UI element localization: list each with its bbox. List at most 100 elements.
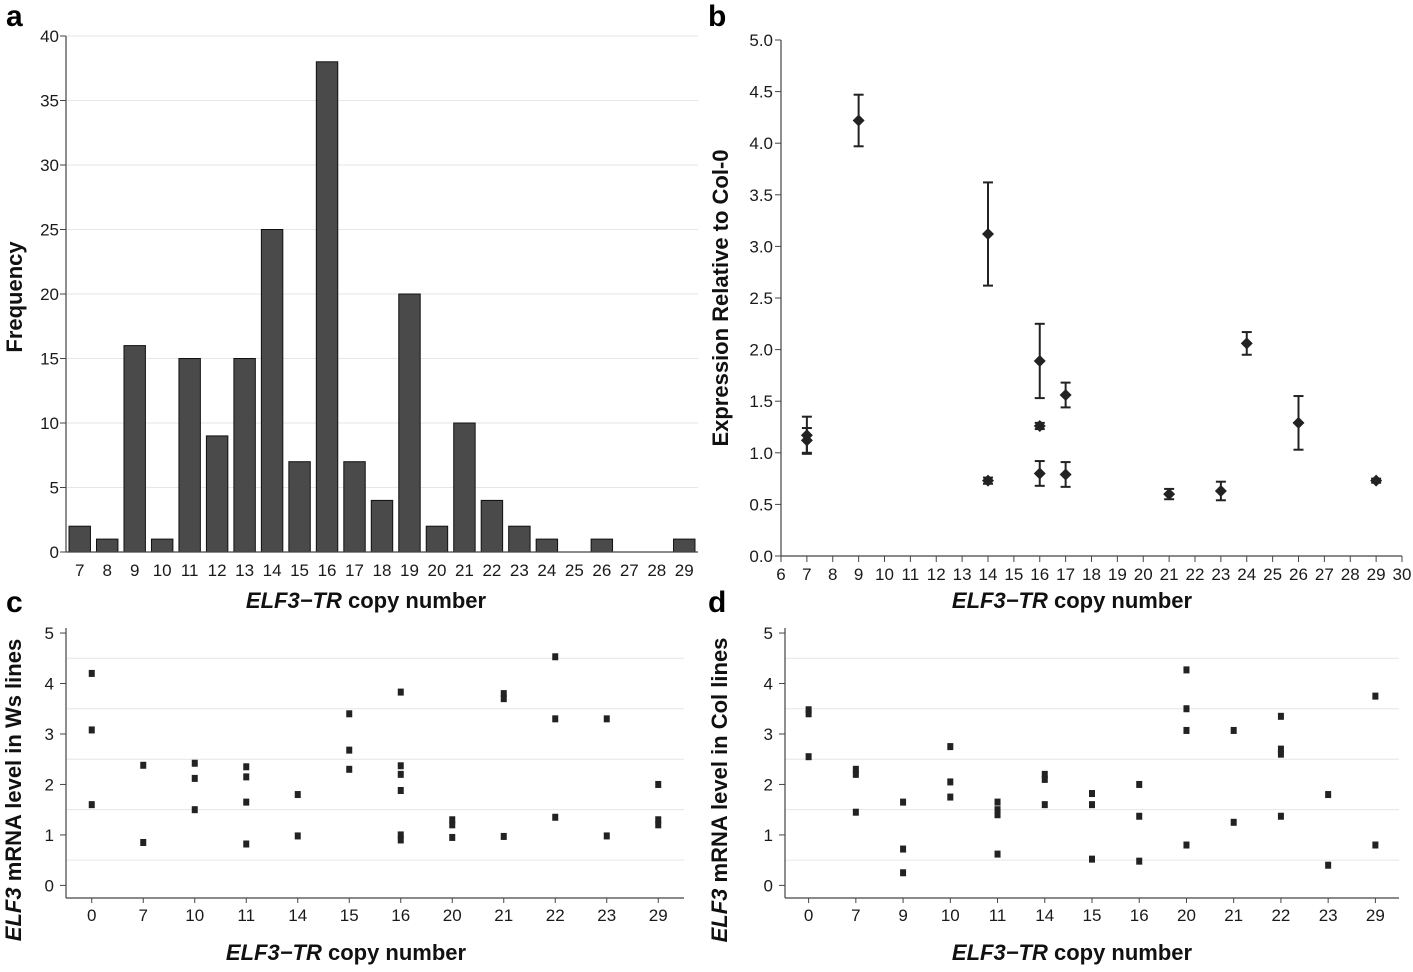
data-point	[88, 669, 95, 677]
x-tick-label: 16	[1130, 906, 1149, 925]
data-point	[900, 845, 907, 853]
panel-c-y-axis-label: ELF3 mRNA level in Ws lines	[1, 639, 26, 941]
data-point	[852, 808, 859, 816]
x-tick-label: 27	[620, 561, 639, 580]
panel-b-y-axis-label: Expression Relative to Col-0	[708, 149, 733, 446]
data-point	[191, 759, 198, 767]
panel-b-x-axis-label-italic: ELF3−TR	[952, 588, 1048, 613]
panel-a-x-axis-label: ELF3−TR copy number	[246, 588, 487, 613]
data-point	[982, 474, 994, 487]
x-tick-label: 20	[443, 906, 462, 925]
data-point	[449, 816, 456, 824]
x-tick-label: 24	[1237, 565, 1256, 584]
data-point	[140, 761, 147, 769]
x-tick-label: 28	[1341, 565, 1360, 584]
x-tick-label: 28	[647, 561, 666, 580]
panel-b-y-ticks: 0.0 0.5 1.0 1.5 2.0 2.5 3.0 3.5 4.0 4.5 5.0	[749, 31, 781, 566]
data-point	[397, 762, 404, 770]
data-point	[947, 778, 954, 786]
panel-b-x-ticks: 6 7 8 9 10 11 12 13 14 15 16 17 18 19 20 21 22 23 24 25 26 27…	[776, 556, 1411, 584]
data-point	[191, 806, 198, 814]
data-point	[243, 763, 250, 771]
data-point	[947, 743, 954, 751]
data-point	[346, 710, 353, 718]
data-point	[603, 715, 610, 723]
y-tick-label: 3	[45, 725, 54, 744]
y-tick-label: 1	[45, 826, 54, 845]
y-tick-label: 20	[40, 285, 59, 304]
x-tick-label: 10	[941, 906, 960, 925]
x-tick-label: 11	[181, 561, 199, 580]
data-point	[805, 710, 812, 718]
data-point	[500, 695, 507, 703]
data-point	[1136, 812, 1143, 820]
y-tick-label: 4	[45, 675, 54, 694]
x-tick-label: 0	[87, 906, 96, 925]
data-point	[1136, 780, 1143, 788]
panel-letter-c: c	[6, 586, 23, 619]
x-tick-label: 24	[537, 561, 556, 580]
data-point	[900, 869, 907, 877]
x-tick-label: 25	[1263, 565, 1282, 584]
bar	[288, 461, 311, 553]
y-tick-label: 2	[764, 775, 773, 794]
panel-d-x-ticks: 0 7 9 10 11 14 15 16 20 21 22 23 29	[804, 898, 1385, 925]
x-tick-label: 18	[373, 561, 392, 580]
y-tick-label: 4.5	[749, 83, 773, 102]
data-point	[500, 690, 507, 698]
bar	[480, 499, 504, 553]
x-tick-label: 13	[953, 565, 972, 584]
panel-a-y-axis-label: Frequency	[2, 241, 27, 353]
x-tick-label: 21	[1160, 565, 1179, 584]
x-tick-label: 16	[318, 561, 337, 580]
data-point	[1163, 488, 1176, 501]
x-tick-label: 30	[1393, 565, 1412, 584]
bar	[150, 538, 174, 553]
x-tick-label: 23	[597, 906, 616, 925]
data-point	[1059, 389, 1072, 402]
x-tick-label: 19	[400, 561, 419, 580]
y-tick-label: 2.0	[749, 341, 773, 360]
data-point	[994, 798, 1001, 806]
y-tick-label: 35	[40, 92, 59, 111]
bar	[398, 293, 421, 553]
y-tick-label: 0	[50, 543, 59, 562]
x-tick-label: 7	[802, 565, 811, 584]
panel-c-gridlines	[66, 657, 684, 861]
x-tick-label: 19	[1108, 565, 1127, 584]
data-point	[1033, 354, 1046, 367]
x-tick-label: 7	[75, 561, 84, 580]
data-point	[191, 774, 198, 782]
y-tick-label: 1.5	[749, 392, 773, 411]
data-point	[994, 806, 1001, 814]
x-tick-label: 10	[185, 906, 204, 925]
y-tick-label: 5.0	[749, 31, 773, 50]
panel-d-x-axis-label-rest: copy number	[1048, 940, 1193, 965]
x-tick-label: 7	[851, 906, 860, 925]
x-tick-label: 21	[494, 906, 513, 925]
x-tick-label: 22	[546, 906, 565, 925]
y-tick-label: 1	[764, 826, 773, 845]
data-point	[294, 832, 301, 840]
data-point	[994, 850, 1001, 858]
y-tick-label: 10	[40, 414, 59, 433]
panel-b-x-axis-label: ELF3−TR copy number	[952, 588, 1193, 613]
bar	[123, 345, 146, 553]
bar	[178, 358, 201, 553]
panel-c-axes	[65, 628, 684, 899]
x-tick-label: 15	[340, 906, 359, 925]
y-tick-label: 5	[45, 624, 54, 643]
panel-c-y-axis-label-rest: mRNA level in Ws lines	[1, 639, 26, 888]
data-point	[88, 801, 95, 809]
data-point	[1089, 790, 1095, 798]
y-tick-label: 3.0	[749, 237, 773, 256]
data-point	[1325, 791, 1332, 799]
data-point	[655, 780, 662, 788]
x-tick-label: 25	[565, 561, 584, 580]
data-point	[1277, 750, 1284, 758]
y-tick-label: 3	[764, 725, 773, 744]
y-tick-label: 4	[764, 675, 773, 694]
